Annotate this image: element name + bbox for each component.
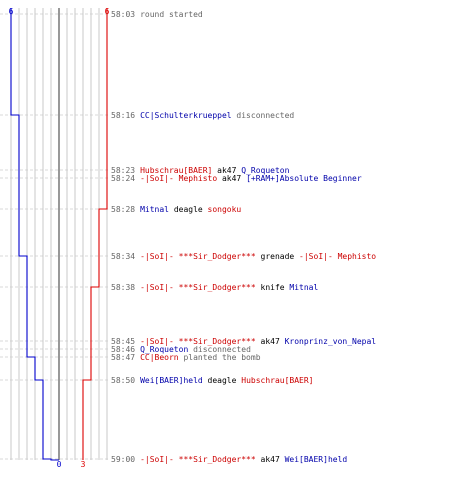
player-name: CC|Beorn: [140, 353, 179, 362]
player-name: [+RAM+]Absolute Beginner: [246, 174, 362, 183]
player-name: Mitnal: [140, 205, 169, 214]
player-name: -|SoI|- Mephisto: [140, 174, 218, 183]
weapon-name: ak47: [255, 337, 285, 346]
event-time: 59:00: [111, 455, 136, 464]
player-name: -|SoI|- ***Sir_Dodger***: [140, 455, 256, 464]
player-name: songoku: [207, 205, 242, 214]
weapon-name: deagle: [202, 376, 242, 385]
event-row: 58:16 CC|Schulterkrueppel disconnected: [111, 111, 294, 120]
player-name: -|SoI|- ***Sir_Dodger***: [140, 337, 256, 346]
player-name: -|SoI|- Mephisto: [299, 252, 377, 261]
right-top-count: 6: [105, 7, 110, 16]
player-name: Q_Roqueton: [140, 345, 189, 354]
event-row: 58:24 -|SoI|- Mephisto ak47 [+RAM+]Absolu…: [111, 174, 362, 183]
player-name: Hubschrau[BAER]: [241, 376, 314, 385]
event-row: 58:34 -|SoI|- ***Sir_Dodger*** grenade -|…: [111, 252, 376, 261]
right-bottom-count: 3: [81, 460, 86, 469]
weapon-name: grenade: [255, 252, 300, 261]
left-top-count: 6: [9, 7, 14, 16]
event-row: 58:38 -|SoI|- ***Sir_Dodger*** knife Mitn…: [111, 283, 318, 292]
player-grid: [10, 8, 108, 460]
event-time: 58:47: [111, 353, 136, 362]
event-time: 58:34: [111, 252, 136, 261]
event-time: 58:45: [111, 337, 136, 346]
event-text: disconnected: [188, 345, 251, 354]
event-row: 58:28 Mitnal deagle songoku: [111, 205, 241, 214]
event-text: round started: [140, 10, 203, 19]
event-time: 58:23: [111, 166, 136, 175]
team-b-step-line: [82, 8, 108, 460]
event-row: 58:46 Q_Roqueton disconnected: [111, 345, 251, 354]
team-a-step-line: [10, 8, 59, 461]
event-time: 58:46: [111, 345, 136, 354]
weapon-name: ak47: [212, 166, 242, 175]
left-bottom-count: 0: [57, 460, 62, 469]
weapon-name: deagle: [169, 205, 208, 214]
player-name: Mitnal: [289, 283, 319, 292]
weapon-name: knife: [255, 283, 290, 292]
event-time: 58:28: [111, 205, 136, 214]
event-row: 58:03 round started: [111, 10, 203, 19]
event-time: 58:03: [111, 10, 136, 19]
player-name: Wei[BAER]held: [140, 376, 203, 385]
weapon-name: ak47: [217, 174, 247, 183]
event-time: 58:50: [111, 376, 136, 385]
event-text: disconnected: [231, 111, 295, 120]
event-row: 58:47 CC|Beorn planted the bomb: [111, 353, 261, 362]
event-row: 58:50 Wei[BAER]held deagle Hubschrau[BAER…: [111, 376, 314, 385]
player-name: -|SoI|- ***Sir_Dodger***: [140, 252, 256, 261]
event-time: 58:16: [111, 111, 136, 120]
event-time: 58:38: [111, 283, 136, 292]
weapon-name: ak47: [255, 455, 285, 464]
player-name: Wei[BAER]held: [284, 455, 348, 464]
player-name: CC|Schulterkrueppel: [140, 111, 232, 120]
player-name: Hubschrau[BAER]: [140, 166, 213, 175]
event-row: 58:45 -|SoI|- ***Sir_Dodger*** ak47 Kronp…: [111, 337, 376, 346]
team-count-steps: [10, 8, 108, 461]
event-text: planted the bomb: [178, 353, 261, 362]
event-row: 59:00 -|SoI|- ***Sir_Dodger*** ak47 Wei[B…: [111, 455, 347, 464]
player-name: Kronprinz_von_Nepal: [284, 337, 377, 346]
event-row: 58:23 Hubschrau[BAER] ak47 Q_Roqueton: [111, 166, 289, 175]
player-name: Q_Roqueton: [241, 166, 290, 175]
player-name: -|SoI|- ***Sir_Dodger***: [140, 283, 256, 292]
event-guides: [0, 13, 108, 460]
event-time: 58:24: [111, 174, 136, 183]
